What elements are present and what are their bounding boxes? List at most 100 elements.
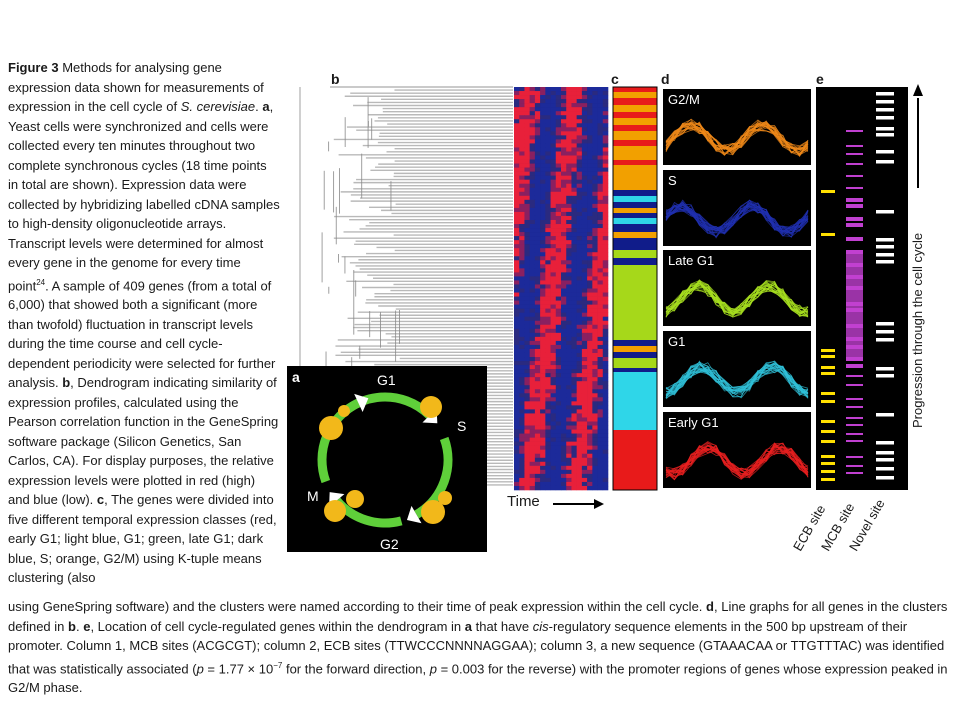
heatmap-cell	[566, 405, 572, 410]
heatmap-cell	[597, 139, 604, 144]
heatmap-cell	[581, 211, 588, 217]
heatmap-cell	[550, 147, 557, 152]
heatmap-cell	[581, 123, 588, 128]
heatmap-cell	[602, 224, 609, 229]
heatmap-cell	[529, 199, 536, 205]
heatmap-cell	[524, 304, 530, 309]
heatmap-cell	[581, 264, 588, 269]
heatmap-cell	[597, 272, 604, 277]
heatmap-cell	[592, 268, 598, 273]
heatmap-cell	[602, 256, 609, 261]
heatmap-cell	[524, 99, 530, 104]
heatmap-cell	[514, 175, 520, 180]
heatmap-cell	[540, 163, 546, 168]
heatmap-cell	[534, 268, 541, 273]
heatmap-cell	[550, 437, 557, 442]
heatmap-cell	[555, 119, 562, 124]
heatmap-cell	[529, 248, 536, 253]
heatmap-cell	[519, 409, 525, 414]
heatmap-cell	[550, 215, 557, 221]
heatmap-cell	[581, 441, 588, 446]
heatmap-cell	[576, 401, 583, 406]
heatmap-cell	[529, 203, 536, 209]
heatmap-cell	[561, 99, 567, 104]
heatmap-cell	[529, 361, 536, 366]
heatmap-cell	[529, 389, 536, 394]
heatmap-cell	[592, 215, 598, 221]
heatmap-cell	[514, 115, 520, 120]
heatmap-cell	[587, 179, 593, 185]
heatmap-cell	[587, 87, 593, 92]
heatmap-cell	[576, 445, 583, 450]
heatmap-cell	[576, 228, 583, 233]
heatmap-cell	[592, 308, 598, 313]
heatmap-cell	[534, 99, 541, 104]
heatmap-cell	[576, 272, 583, 277]
heatmap-cell	[597, 119, 604, 124]
yeast-bud-icon	[438, 491, 452, 505]
heatmap-cell	[534, 300, 541, 305]
heatmap-cell	[534, 95, 541, 100]
heatmap-cell	[581, 449, 588, 455]
heatmap-cell	[540, 393, 546, 398]
mcb-site-mark	[846, 153, 863, 155]
heatmap-cell	[561, 103, 567, 108]
heatmap-cell	[576, 87, 583, 92]
heatmap-cell	[602, 171, 609, 176]
heatmap-cell	[514, 365, 520, 370]
heatmap-cell	[566, 248, 572, 253]
heatmap-cell	[592, 340, 598, 346]
heatmap-cell	[529, 123, 536, 128]
heatmap-cell	[587, 167, 593, 172]
heatmap-cell	[571, 87, 577, 92]
heatmap-cell	[524, 348, 530, 354]
heatmap-cell	[545, 115, 551, 120]
heatmap-cell	[602, 308, 609, 313]
novel-site-mark	[876, 127, 894, 131]
heatmap-cell	[576, 147, 583, 152]
heatmap-cell	[592, 179, 598, 185]
heatmap-cell	[524, 361, 530, 366]
class-bar-segment	[613, 213, 657, 218]
heatmap-cell	[602, 445, 609, 450]
heatmap-cell	[524, 131, 530, 136]
heatmap-cell	[540, 119, 546, 124]
heatmap-cell	[602, 143, 609, 148]
heatmap-cell	[581, 397, 588, 402]
heatmap-cell	[545, 405, 551, 410]
heatmap-cell	[555, 320, 562, 326]
heatmap-cell	[576, 417, 583, 422]
heatmap-cell	[597, 135, 604, 140]
heatmap-cell	[561, 252, 567, 257]
heatmap-cell	[519, 95, 525, 100]
heatmap-cell	[602, 191, 609, 197]
heatmap-cell	[519, 413, 525, 418]
heatmap-cell	[597, 175, 604, 180]
heatmap-cell	[566, 215, 572, 221]
heatmap-cell	[519, 135, 525, 140]
heatmap-cell	[592, 87, 598, 92]
heatmap-cell	[555, 465, 562, 471]
heatmap-cell	[597, 348, 604, 354]
heatmap-cell	[555, 244, 562, 249]
heatmap-cell	[555, 433, 562, 438]
heatmap-cell	[519, 171, 525, 176]
heatmap-cell	[524, 284, 530, 289]
heatmap-cell	[555, 437, 562, 442]
heatmap-cell	[566, 244, 572, 249]
heatmap-cell	[529, 99, 536, 104]
heatmap-cell	[561, 268, 567, 273]
heatmap-cell	[571, 429, 577, 434]
heatmap-cell	[571, 389, 577, 394]
heatmap-cell	[561, 159, 567, 164]
heatmap-cell	[587, 183, 593, 189]
heatmap-cell	[602, 284, 609, 289]
heatmap-cell	[519, 248, 525, 253]
heatmap-cell	[561, 131, 567, 136]
heatmap-cell	[587, 485, 593, 491]
class-bar-segment	[613, 165, 657, 190]
heatmap-cell	[534, 449, 541, 455]
heatmap-cell	[519, 465, 525, 471]
phase-label-m: M	[307, 488, 319, 504]
heatmap-cell	[587, 465, 593, 471]
